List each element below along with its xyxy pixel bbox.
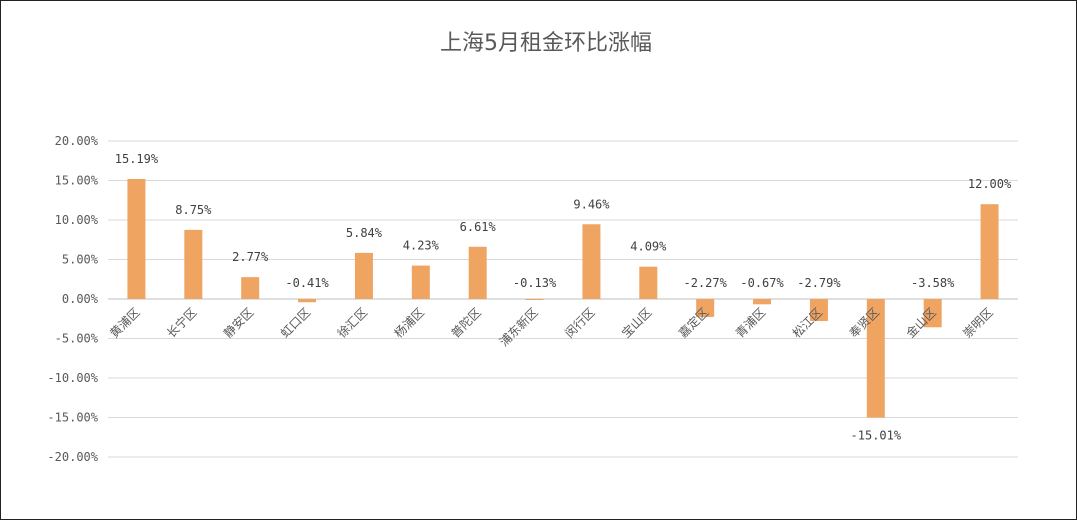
category-label: 闵行区: [561, 305, 597, 341]
data-label: 2.77%: [232, 250, 269, 264]
y-tick-label: -10.00%: [47, 371, 98, 385]
category-label: 浦东新区: [496, 305, 541, 350]
data-labels: 15.19% 8.75% 2.77% -0.41% 5.84% 4.23% 6.61% -0.…: [115, 152, 1012, 443]
data-label: 15.19%: [115, 152, 159, 166]
data-label: 9.46%: [573, 197, 610, 211]
bar: [298, 299, 317, 303]
bar: [923, 299, 942, 328]
bar: [127, 178, 146, 299]
category-label: 青浦区: [733, 305, 768, 340]
category-label: 普陀区: [448, 305, 484, 341]
data-label: -15.01%: [851, 429, 902, 443]
bar: [696, 299, 715, 317]
category-label: 嘉定区: [675, 305, 711, 341]
y-tick-label: 20.00%: [55, 134, 99, 148]
y-tick-label: 0.00%: [62, 292, 99, 306]
data-label: 4.23%: [403, 239, 440, 253]
bar: [980, 204, 999, 299]
y-tick-label: -5.00%: [55, 332, 99, 346]
bar: [639, 266, 658, 299]
data-label: 5.84%: [346, 226, 383, 240]
bar: [525, 299, 544, 301]
category-label: 崇明区: [960, 305, 995, 340]
category-label: 黄浦区: [107, 305, 142, 340]
data-label: -2.79%: [797, 276, 841, 290]
y-tick-label: 5.00%: [62, 253, 99, 267]
gridlines: [108, 140, 1018, 458]
y-tick-label: 15.00%: [55, 174, 99, 188]
bars: [127, 178, 999, 418]
category-label: 杨浦区: [391, 305, 427, 341]
category-label: 宝山区: [619, 305, 654, 340]
category-label: 虹口区: [278, 305, 313, 340]
chart-title: 上海5月租金环比涨幅: [440, 31, 652, 56]
bar: [753, 299, 772, 305]
data-label: 4.09%: [630, 240, 667, 254]
data-label: 6.61%: [460, 220, 497, 234]
bar: [184, 229, 203, 299]
bar: [241, 277, 260, 299]
data-label: 12.00%: [968, 177, 1012, 191]
y-tick-label: 10.00%: [55, 213, 99, 227]
category-label: 静安区: [220, 305, 256, 341]
data-label: -3.58%: [911, 276, 955, 290]
data-label: -0.67%: [740, 276, 784, 290]
bar: [866, 299, 885, 418]
data-label: 8.75%: [175, 203, 212, 217]
bar: [468, 246, 487, 299]
y-tick-label: -20.00%: [47, 450, 98, 464]
data-label: -2.27%: [684, 276, 728, 290]
y-tick-label: -15.00%: [47, 411, 98, 425]
y-axis: 20.00% 15.00% 10.00% 5.00% 0.00% -5.00% -10.00…: [47, 134, 98, 464]
bar: [354, 252, 373, 299]
bar: [809, 299, 828, 322]
category-label: 长宁区: [163, 305, 199, 341]
bar: [582, 224, 601, 299]
data-label: -0.41%: [285, 276, 329, 290]
category-label: 徐汇区: [334, 305, 370, 341]
data-label: -0.13%: [513, 276, 557, 290]
bar: [411, 265, 430, 299]
x-axis: 黄浦区 长宁区 静安区 虹口区 徐汇区 杨浦区 普陀区 浦东新区 闵行区 宝山区 嘉定区 青浦区 松江区…: [107, 305, 995, 350]
category-label: 松江区: [790, 305, 825, 340]
